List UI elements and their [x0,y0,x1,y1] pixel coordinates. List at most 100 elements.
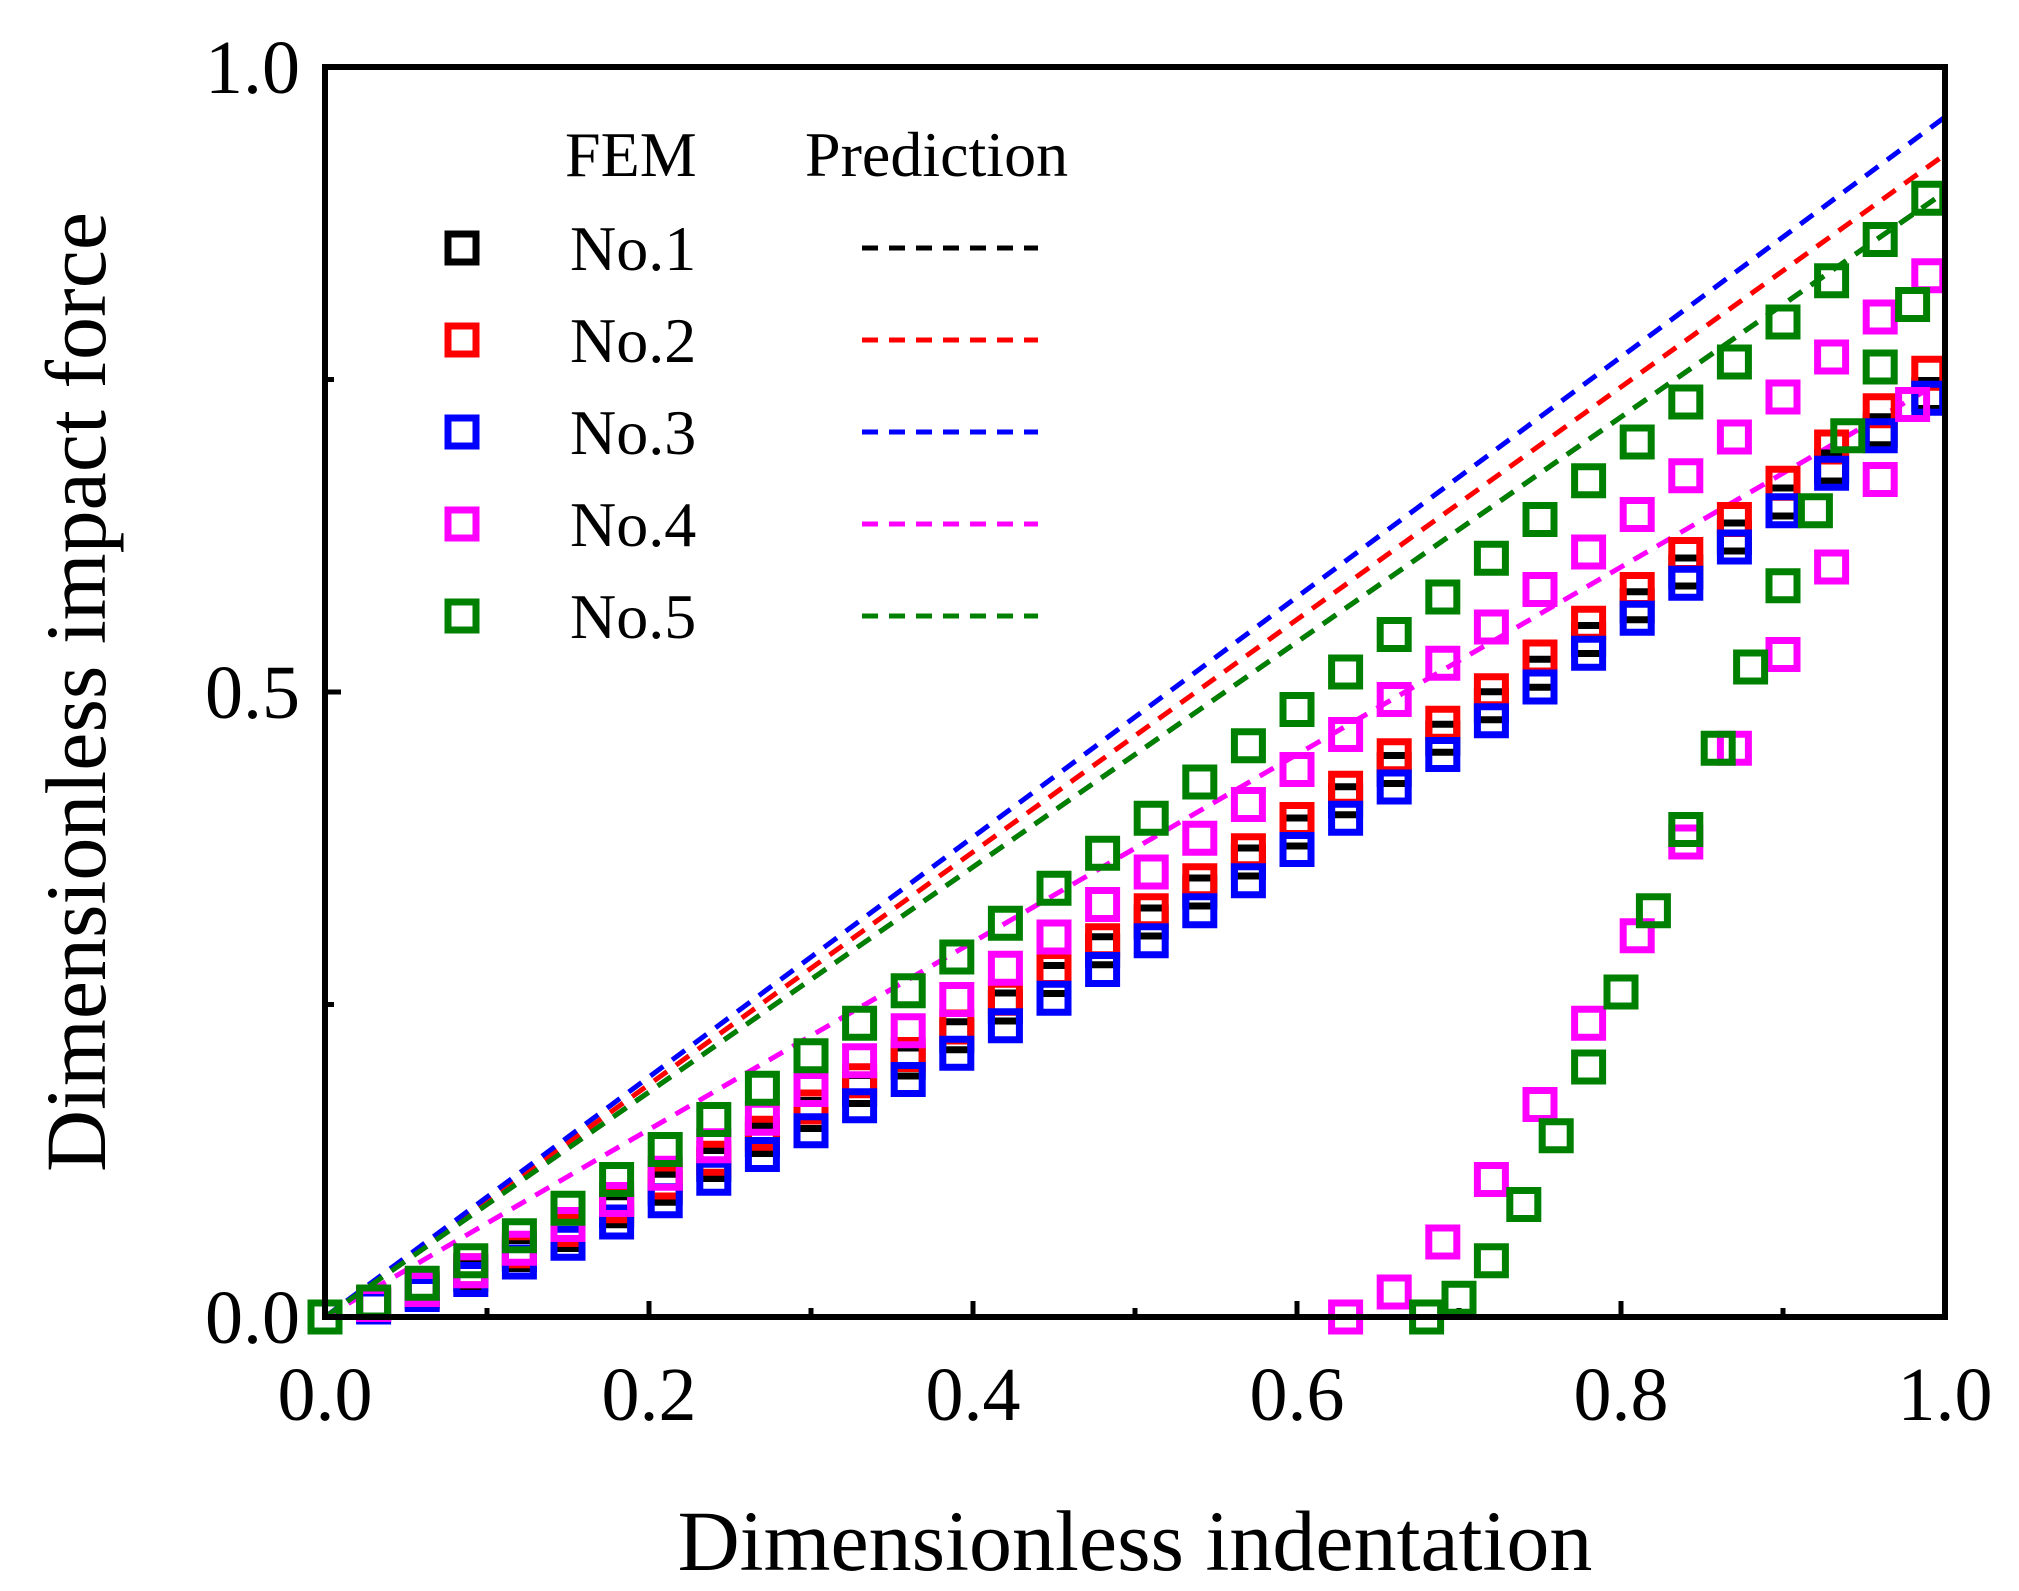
fem-marker-no-3-loading [1085,952,1121,987]
fem-marker-no-3-loading [550,1225,586,1261]
legend-marker-no-4 [444,506,480,542]
fem-marker-no-5-loading [1668,384,1704,420]
fem-marker-no-5-unloading [1603,974,1639,1010]
fem-marker-no-4-loading [1473,609,1509,645]
legend-label-no-1: No.1 [570,213,696,284]
fem-marker-no-5-loading [793,1038,829,1074]
fem-marker-no-4-loading [1814,339,1850,375]
fem-marker-no-3-loading [1571,635,1607,671]
y-tick-label: 0.5 [205,651,300,735]
fem-marker-no-4-unloading [1765,637,1801,672]
fem-marker-no-4-loading [1133,854,1169,890]
fem-marker-no-5-loading [744,1070,780,1106]
fem-marker-no-5-loading [1862,222,1898,257]
legend-marker-no-2 [444,322,480,358]
fem-marker-no-5-loading [1473,540,1509,576]
legend-marker-no-5 [444,598,480,634]
fem-marker-no-4-loading [1376,682,1412,717]
fem-marker-no-4-loading [1571,534,1607,570]
fem-marker-no-3-loading [1328,800,1364,836]
fem-marker-no-5-loading [1328,654,1364,690]
fem-marker-no-5-unloading [1895,287,1931,322]
fem-marker-no-5-unloading [1765,568,1801,604]
fem-marker-no-3-loading [599,1204,635,1240]
prediction-line-no-2 [323,152,1947,1320]
fem-marker-no-3-loading [1133,923,1169,959]
fem-marker-no-3-loading [987,1008,1023,1044]
fem-marker-no-3-loading [1716,529,1752,565]
fem-marker-no-4-loading [1425,645,1461,681]
fem-marker-no-3-loading [1814,455,1850,491]
fem-marker-no-5-loading [453,1243,489,1279]
fem-marker-no-4-loading [1230,787,1266,822]
fem-marker-no-3-loading [1230,863,1266,899]
fem-marker-no-4-loading [1182,820,1218,856]
x-tick-label: 1.0 [1898,1353,1993,1437]
fem-marker-no-5-loading [1619,424,1655,460]
fem-marker-no-5-unloading [1862,349,1898,385]
fem-marker-no-3-loading [1862,418,1898,454]
fem-marker-no-3-loading [1522,669,1558,705]
fem-marker-no-3-loading [1376,769,1412,805]
fem-marker-no-5-loading [696,1102,732,1137]
y-tick-labels: 0.0 0.5 1.0 [205,26,300,1360]
fem-marker-no-4-loading [1522,572,1558,607]
fem-marker-no-4-loading [1085,887,1121,922]
fem-marker-no-4-loading [1862,299,1898,335]
x-axis-label: Dimensionless indentation [678,1493,1593,1589]
fem-marker-no-5-loading [1085,835,1121,871]
fem-marker-no-3-loading [1668,565,1704,601]
fem-marker-no-3-loading [1425,737,1461,772]
legend: FEM Prediction No.1 No.2 No.3 No.4 No.5 [444,119,1068,652]
fem-marker-no-4-unloading [1425,1224,1461,1260]
fem-marker-no-4-unloading [1571,1005,1607,1041]
fem-marker-no-5-loading [1571,463,1607,499]
fem-marker-no-4-loading [793,1072,829,1107]
fem-marker-no-4-loading [1716,419,1752,455]
fem-marker-no-5-unloading [1441,1280,1477,1316]
fem-marker-no-3-loading [1619,600,1655,636]
fem-marker-no-4-unloading [1376,1274,1412,1310]
prediction-line-no-4 [323,377,1947,1320]
fem-marker-no-5-loading [404,1265,440,1301]
fem-marker-no-5-loading [1279,692,1315,727]
fem-marker-no-5-unloading [1700,730,1736,766]
x-tick-label: 0.2 [602,1353,697,1437]
fem-marker-no-4-loading [1668,458,1704,494]
fem-marker-no-3-loading [842,1088,878,1124]
fem-marker-no-4-loading [939,982,975,1017]
fem-marker-no-4-loading [1036,919,1072,955]
fem-marker-no-5-loading [987,905,1023,941]
x-tick-labels: 0.0 0.2 0.4 0.6 0.8 1.0 [278,1353,1993,1437]
fem-marker-no-5-loading [1522,502,1558,537]
fem-marker-no-3-loading [793,1113,829,1149]
x-tick-label: 0.8 [1574,1353,1669,1437]
y-axis-label: Dimensionless impact force [28,212,124,1172]
fem-marker-no-4-loading [890,1013,926,1049]
fem-marker-no-5-unloading [1797,493,1833,529]
plot-area-frame [322,64,1948,1320]
y-tick-label: 0.0 [205,1276,300,1360]
fem-marker-no-5-loading [1230,728,1266,764]
fem-marker-no-4-loading [987,950,1023,986]
fem-marker-no-4-loading [1765,379,1801,415]
fem-marker-no-5-loading [1425,579,1461,615]
fem-marker-no-4-unloading [1814,549,1850,585]
prediction-lines [323,114,1947,1320]
legend-label-no-2: No.2 [570,305,696,376]
prediction-line-no-5 [323,189,1947,1320]
fem-marker-no-5-loading [647,1132,683,1167]
fem-marker-no-5-loading [939,939,975,975]
fem-marker-no-5-loading [550,1190,586,1226]
fem-marker-no-3-loading [1279,832,1315,867]
fem-marker-no-5-loading [501,1218,537,1254]
fem-marker-no-5-loading [1814,263,1850,299]
fem-marker-no-4-loading [1328,717,1364,752]
legend-fem-header: FEM [565,119,697,190]
fem-marker-no-5-unloading [1668,812,1704,847]
fem-marker-no-4-loading [647,1155,683,1191]
fem-marker-no-5-unloading [1538,1118,1574,1154]
fem-marker-no-4-unloading [1862,462,1898,497]
fem-marker-no-5-loading [1182,764,1218,800]
